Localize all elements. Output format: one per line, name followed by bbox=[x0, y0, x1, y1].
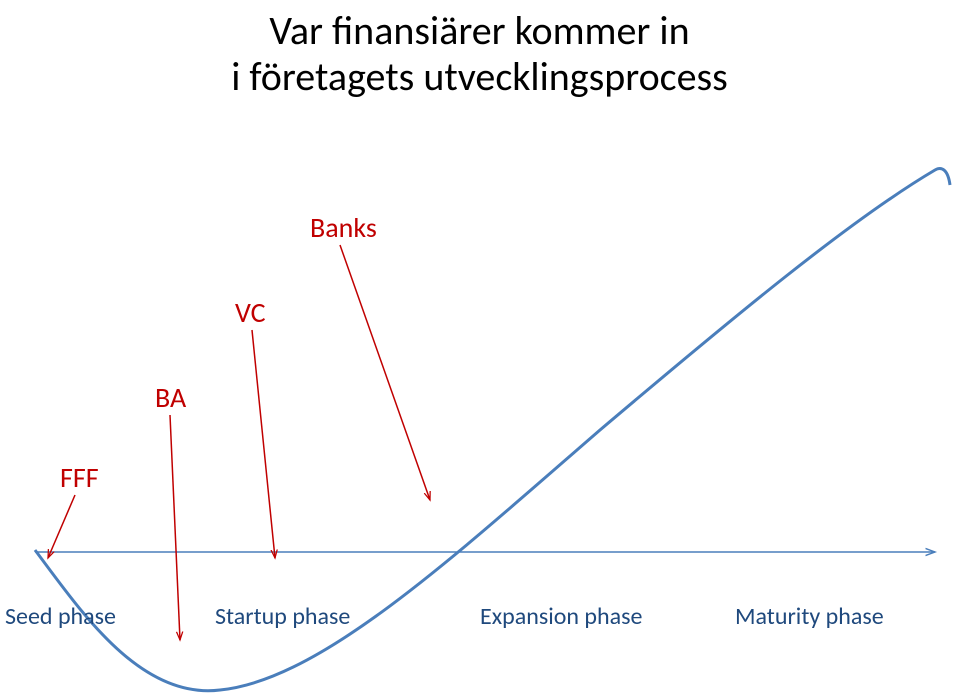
label-vc: VC bbox=[235, 295, 266, 330]
arrow-ba bbox=[170, 415, 180, 640]
label-seed-phase: Seed phase bbox=[5, 602, 116, 631]
label-maturity-phase: Maturity phase bbox=[735, 602, 884, 631]
label-banks: Banks bbox=[310, 210, 377, 245]
arrow-vc bbox=[252, 330, 275, 558]
diagram-svg bbox=[0, 0, 959, 700]
label-expansion-phase: Expansion phase bbox=[480, 602, 642, 631]
arrow-fff bbox=[48, 495, 75, 558]
label-fff: FFF bbox=[60, 460, 99, 495]
label-ba: BA bbox=[155, 380, 186, 415]
label-startup-phase: Startup phase bbox=[215, 602, 350, 631]
arrow-banks bbox=[340, 245, 430, 500]
slide: Var finansiärer kommer in i företagets u… bbox=[0, 0, 959, 700]
